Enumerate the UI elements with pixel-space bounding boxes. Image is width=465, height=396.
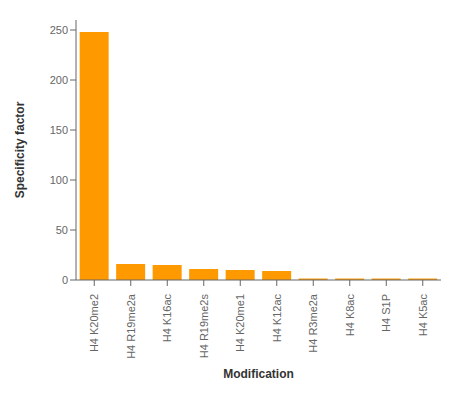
svg-text:H4 K5ac: H4 K5ac (417, 294, 429, 337)
svg-text:H4 R19me2s: H4 R19me2s (198, 294, 210, 359)
svg-text:H4 K20me2: H4 K20me2 (88, 294, 100, 352)
svg-text:H4 R19me2a: H4 R19me2a (125, 293, 137, 359)
svg-text:Specificity factor: Specificity factor (13, 101, 27, 198)
svg-text:0: 0 (62, 274, 68, 286)
svg-text:100: 100 (50, 174, 68, 186)
svg-text:H4 S1P: H4 S1P (380, 294, 392, 332)
svg-text:H4 K12ac: H4 K12ac (271, 294, 283, 343)
svg-text:150: 150 (50, 124, 68, 136)
svg-text:H4 R3me2a: H4 R3me2a (307, 293, 319, 353)
svg-text:250: 250 (50, 24, 68, 36)
svg-text:H4 K8ac: H4 K8ac (344, 294, 356, 337)
svg-text:Modification: Modification (223, 367, 294, 381)
svg-text:50: 50 (56, 224, 68, 236)
svg-text:H4 K16ac: H4 K16ac (161, 294, 173, 343)
svg-text:H4 K20me1: H4 K20me1 (234, 294, 246, 352)
svg-text:200: 200 (50, 74, 68, 86)
